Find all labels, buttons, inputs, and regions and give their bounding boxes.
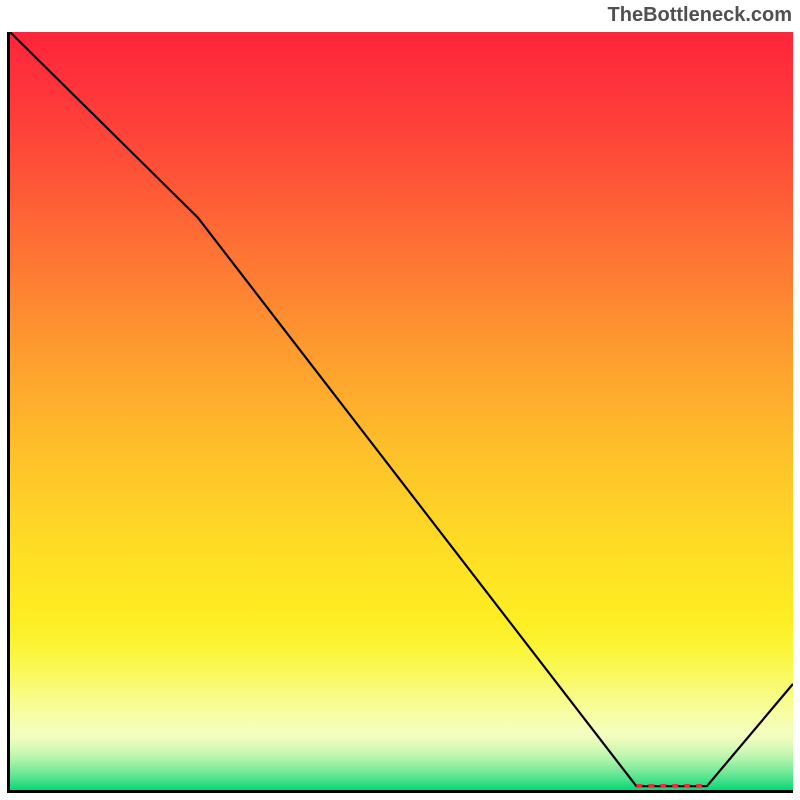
chart-background — [10, 32, 793, 790]
chart-plot-area — [7, 32, 793, 793]
chart-svg — [10, 32, 793, 790]
attribution-text: TheBottleneck.com — [608, 4, 792, 27]
